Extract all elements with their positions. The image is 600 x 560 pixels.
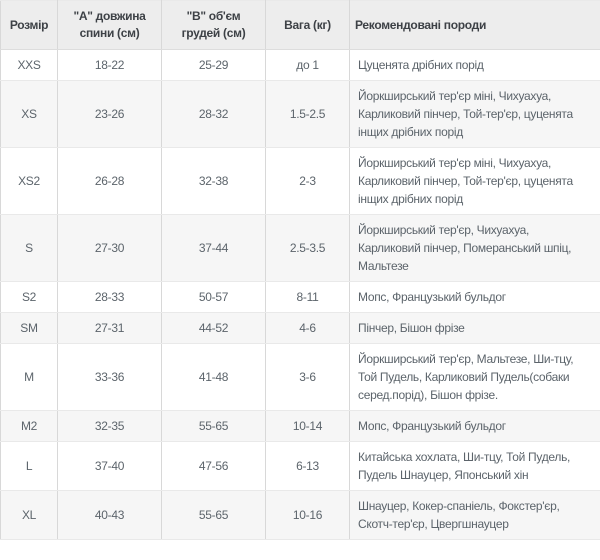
- cell-breeds: Йоркширський тер'єр, Чихуахуа, Карликови…: [349, 214, 600, 282]
- table-row-s2: S2 28-33 50-57 8-11 Мопс, Французький бу…: [0, 281, 600, 313]
- cell-chest-girth: 47-56: [161, 441, 266, 491]
- table-row-xxs: XXS 18-22 25-29 до 1 Цуценята дрібних по…: [0, 49, 600, 81]
- col-header-chest-girth: "В" об'єм грудей (см): [161, 0, 266, 50]
- cell-chest-girth: 32-38: [161, 147, 266, 215]
- table-row-m2: M2 32-35 55-65 10-14 Мопс, Французький б…: [0, 410, 600, 442]
- cell-back-length: 23-26: [57, 80, 162, 148]
- table-row-xl: XL 40-43 55-65 10-16 Шнауцер, Кокер-спан…: [0, 490, 600, 540]
- cell-size: M: [0, 343, 58, 411]
- table-row-xs: XS 23-26 28-32 1.5-2.5 Йоркширський тер'…: [0, 80, 600, 148]
- cell-back-length: 27-31: [57, 312, 162, 344]
- col-header-weight: Вага (кг): [265, 0, 350, 50]
- col-header-size: Розмір: [0, 0, 58, 50]
- cell-weight: 2-3: [265, 147, 350, 215]
- cell-breeds: Пінчер, Бішон фрізе: [349, 312, 600, 344]
- cell-size: S: [0, 214, 58, 282]
- table-row-xs2: XS2 26-28 32-38 2-3 Йоркширський тер'єр …: [0, 147, 600, 215]
- cell-size: XS: [0, 80, 58, 148]
- table-row-s: S 27-30 37-44 2.5-3.5 Йоркширський тер'є…: [0, 214, 600, 282]
- table-row-l: L 37-40 47-56 6-13 Китайська хохлата, Ши…: [0, 441, 600, 491]
- cell-back-length: 18-22: [57, 49, 162, 81]
- cell-chest-girth: 25-29: [161, 49, 266, 81]
- cell-breeds: Цуценята дрібних порід: [349, 49, 600, 81]
- col-header-breeds: Рекомендовані породи: [349, 0, 600, 50]
- dog-size-table: Розмір "А" довжина спини (см) "В" об'єм …: [0, 0, 600, 540]
- table-header: Розмір "А" довжина спини (см) "В" об'єм …: [0, 0, 600, 50]
- cell-back-length: 27-30: [57, 214, 162, 282]
- cell-back-length: 32-35: [57, 410, 162, 442]
- cell-breeds: Китайська хохлата, Ши-тцу, Той Пудель, П…: [349, 441, 600, 491]
- cell-weight: 6-13: [265, 441, 350, 491]
- cell-back-length: 33-36: [57, 343, 162, 411]
- header-row: Розмір "А" довжина спини (см) "В" об'єм …: [0, 0, 600, 50]
- cell-breeds: Мопс, Французький бульдог: [349, 281, 600, 313]
- cell-breeds: Мопс, Французький бульдог: [349, 410, 600, 442]
- table-row-sm: SM 27-31 44-52 4-6 Пінчер, Бішон фрізе: [0, 312, 600, 344]
- cell-chest-girth: 50-57: [161, 281, 266, 313]
- cell-weight: 3-6: [265, 343, 350, 411]
- cell-weight: 4-6: [265, 312, 350, 344]
- cell-chest-girth: 41-48: [161, 343, 266, 411]
- cell-size: SM: [0, 312, 58, 344]
- cell-back-length: 28-33: [57, 281, 162, 313]
- cell-weight: 2.5-3.5: [265, 214, 350, 282]
- cell-chest-girth: 55-65: [161, 490, 266, 540]
- table-row-m: M 33-36 41-48 3-6 Йоркширський тер'єр, М…: [0, 343, 600, 411]
- cell-chest-girth: 44-52: [161, 312, 266, 344]
- cell-weight: 10-16: [265, 490, 350, 540]
- cell-breeds: Йоркширський тер'єр, Мальтезе, Ши-тцу, Т…: [349, 343, 600, 411]
- cell-size: M2: [0, 410, 58, 442]
- cell-back-length: 37-40: [57, 441, 162, 491]
- cell-back-length: 40-43: [57, 490, 162, 540]
- col-header-back-length: "А" довжина спини (см): [57, 0, 162, 50]
- cell-size: XXS: [0, 49, 58, 81]
- cell-breeds: Йоркширський тер'єр міні, Чихуахуа, Карл…: [349, 147, 600, 215]
- cell-size: L: [0, 441, 58, 491]
- cell-breeds: Шнауцер, Кокер-спаніель, Фокстер'єр, Ско…: [349, 490, 600, 540]
- cell-weight: 1.5-2.5: [265, 80, 350, 148]
- cell-weight: 8-11: [265, 281, 350, 313]
- cell-size: XS2: [0, 147, 58, 215]
- cell-chest-girth: 37-44: [161, 214, 266, 282]
- cell-weight: до 1: [265, 49, 350, 81]
- cell-breeds: Йоркширський тер'єр міні, Чихуахуа, Карл…: [349, 80, 600, 148]
- cell-chest-girth: 55-65: [161, 410, 266, 442]
- table-body: XXS 18-22 25-29 до 1 Цуценята дрібних по…: [0, 49, 600, 540]
- cell-size: S2: [0, 281, 58, 313]
- cell-size: XL: [0, 490, 58, 540]
- cell-weight: 10-14: [265, 410, 350, 442]
- cell-chest-girth: 28-32: [161, 80, 266, 148]
- cell-back-length: 26-28: [57, 147, 162, 215]
